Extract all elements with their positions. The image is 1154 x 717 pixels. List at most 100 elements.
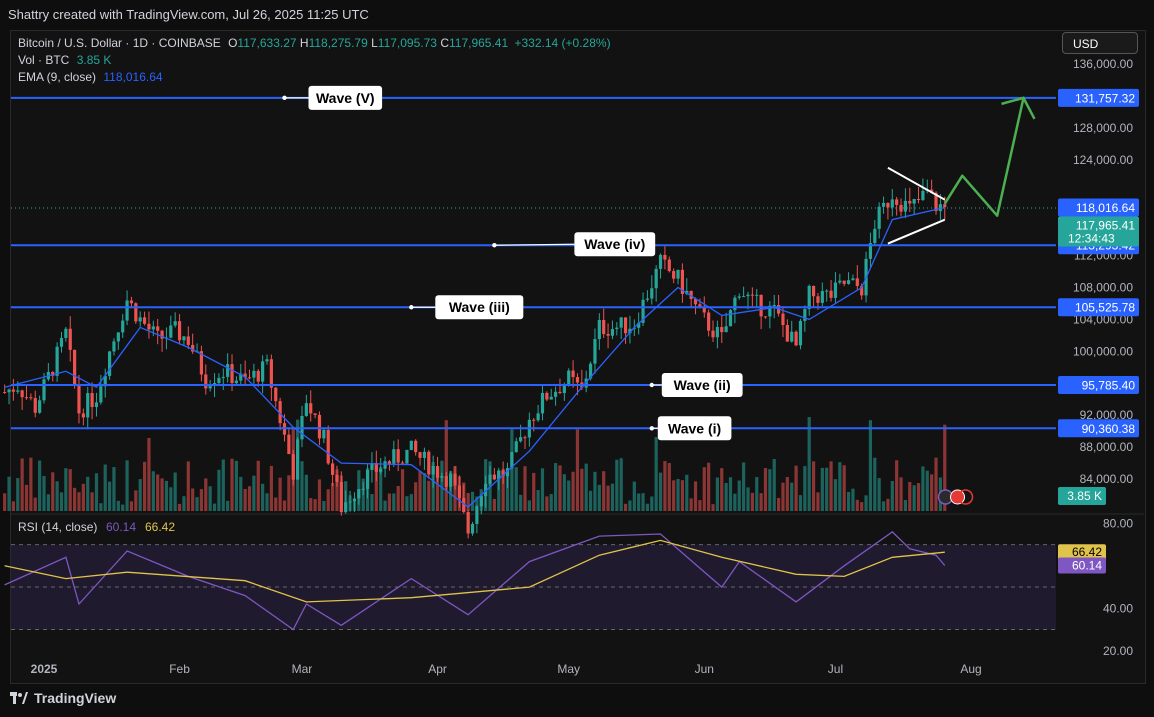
volume-bar: [873, 457, 877, 511]
volume-bar: [156, 474, 160, 511]
candle-body: [597, 320, 601, 340]
candle-body: [602, 320, 606, 334]
candle-body: [409, 440, 413, 450]
volume-bar: [864, 495, 868, 511]
volume-bar: [195, 497, 199, 511]
candle-body: [895, 199, 899, 205]
volume-bar: [658, 472, 663, 511]
volume-bar: [492, 499, 496, 511]
candle-body: [392, 449, 396, 464]
volume-label[interactable]: Vol · BTC: [18, 53, 70, 67]
event-icon-us-flag[interactable]: [950, 489, 966, 505]
volume-bar: [217, 469, 221, 511]
candle-body: [881, 202, 886, 207]
wave-label-box[interactable]: [574, 232, 656, 257]
triangle-lower-line[interactable]: [887, 218, 946, 245]
currency-button[interactable]: USD: [1062, 32, 1138, 54]
volume-bar: [781, 482, 785, 511]
volume-bar: [842, 465, 846, 511]
candle-body: [934, 192, 938, 212]
candle-body: [427, 451, 431, 475]
volume-bar: [623, 503, 628, 511]
wave-label-text: Wave (iv): [584, 236, 645, 252]
volume-bar: [296, 419, 300, 511]
volume-bar: [676, 478, 680, 511]
candle-body: [829, 290, 833, 298]
candle-body: [243, 373, 247, 378]
candle-body: [720, 327, 724, 333]
candle-body: [33, 398, 37, 413]
volume-bar: [199, 489, 204, 511]
volume-bar: [300, 461, 304, 511]
volume-bar: [746, 487, 750, 511]
price-axis-tick: 128,000.00: [1073, 121, 1133, 135]
event-icon-more[interactable]: [957, 489, 974, 505]
brand-text: TradingView: [34, 690, 117, 706]
wave-label-box[interactable]: [308, 85, 383, 110]
volume-bar: [545, 496, 549, 511]
candle-body: [112, 341, 116, 352]
candle-body: [322, 429, 326, 439]
volume-bar: [94, 473, 99, 511]
volume-bar: [798, 495, 803, 511]
symbol-name[interactable]: Bitcoin / U.S. Dollar · 1D · COINBASE: [18, 36, 221, 50]
volume-bar: [107, 481, 112, 511]
candle-body: [405, 449, 409, 464]
wave-label-box[interactable]: [661, 372, 743, 397]
volume-bar: [173, 472, 177, 511]
volume-bar: [680, 480, 685, 511]
volume-bar: [855, 499, 859, 511]
candle-body: [169, 325, 173, 338]
volume-bar: [794, 465, 798, 511]
wave-label-box[interactable]: [435, 295, 524, 320]
candle-body: [230, 364, 234, 384]
volume-bar: [593, 471, 597, 511]
ema-label[interactable]: EMA (9, close): [18, 70, 97, 84]
volume-bar: [733, 493, 737, 511]
volume-bar: [282, 500, 287, 511]
volume-bar: [833, 479, 838, 511]
candle-body: [768, 305, 772, 317]
volume-bar: [449, 471, 453, 511]
ema-value: 118,016.64: [103, 70, 163, 84]
candle-body: [903, 200, 908, 212]
volume-bar: [414, 482, 418, 511]
candle-body: [781, 313, 785, 326]
volume-bar: [663, 461, 667, 511]
candle-body: [256, 370, 260, 382]
volume-bar: [138, 479, 142, 511]
triangle-upper-line[interactable]: [887, 166, 946, 201]
wave-label-box[interactable]: [657, 416, 732, 441]
candle-body: [803, 309, 807, 321]
volume-bar: [777, 497, 781, 511]
volume-bar: [908, 481, 912, 511]
volume-bar: [462, 482, 466, 511]
projection-arrow[interactable]: [943, 97, 1025, 217]
candle-body: [890, 199, 894, 208]
candle-body: [151, 326, 155, 330]
candle-body: [877, 206, 881, 229]
candle-body: [370, 463, 374, 470]
candle-body: [860, 286, 864, 296]
time-axis-tick: Jun: [695, 662, 714, 676]
rsi-axis-tick: 80.00: [1103, 516, 1133, 530]
volume-bar: [597, 484, 601, 511]
candle-body: [94, 402, 99, 408]
candle-body: [728, 310, 733, 327]
candle-body: [252, 370, 256, 378]
price-axis-tick: 108,000.00: [1073, 280, 1133, 294]
rsi-tag: [1058, 557, 1106, 574]
volume-bar: [365, 468, 370, 511]
candle-body: [807, 285, 811, 310]
candle-body: [571, 370, 575, 378]
candle-body: [261, 361, 265, 382]
rsi-ma-legend-value: 66.42: [145, 520, 175, 534]
candle-body: [129, 300, 134, 304]
volume-bar: [811, 461, 816, 511]
volume-bar: [352, 501, 357, 511]
ema-price-tag-text: 118,016.64: [1076, 201, 1135, 215]
volume-bar: [164, 480, 169, 511]
candle-body: [173, 321, 177, 326]
volume-bar: [820, 467, 824, 511]
